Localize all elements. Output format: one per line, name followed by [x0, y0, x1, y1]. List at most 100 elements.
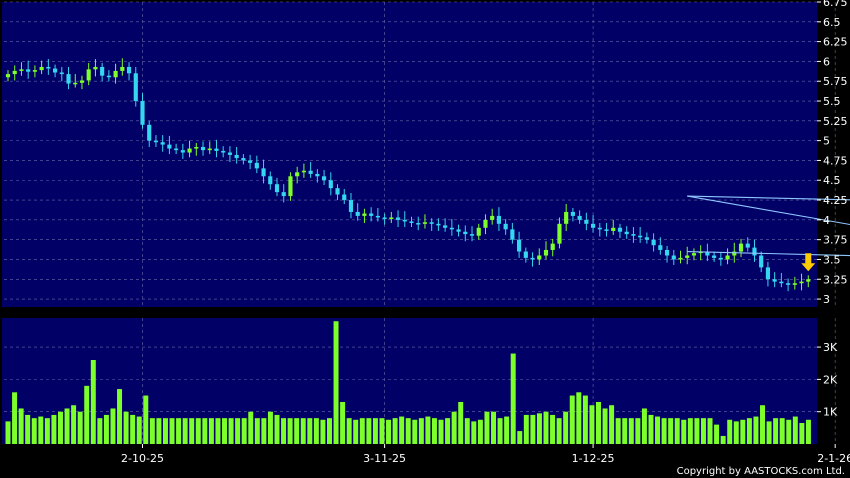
candle-body — [153, 140, 159, 143]
arrow-marker — [801, 253, 816, 272]
volume-bar — [425, 416, 431, 444]
volume-bar — [261, 418, 267, 444]
volume-bar — [799, 423, 805, 444]
candle-body — [799, 281, 804, 284]
candle-body — [664, 249, 670, 256]
candle-body — [133, 73, 138, 102]
volume-bar — [661, 418, 667, 444]
volume-bar — [254, 418, 260, 444]
candle-body — [597, 227, 602, 230]
candle-body — [32, 70, 37, 72]
candle-body — [348, 200, 354, 212]
volume-bar — [313, 418, 319, 444]
volume-bar — [300, 418, 306, 444]
candle-body — [765, 267, 771, 280]
candle-body — [671, 255, 676, 260]
candle-body — [321, 176, 327, 181]
candle-body — [248, 160, 253, 163]
volume-bar — [707, 418, 713, 444]
volume-bar — [556, 418, 562, 444]
volume-bar — [792, 416, 798, 444]
volume-bar — [602, 408, 608, 444]
candle-body — [369, 213, 374, 216]
candle-body — [167, 144, 172, 149]
price-tick-label: 3.75 — [823, 234, 848, 247]
volume-bar — [130, 414, 136, 444]
candle-body — [476, 227, 481, 236]
volume-bar — [589, 405, 595, 444]
candle-body — [147, 124, 152, 141]
price-tick-label: 6.75 — [823, 0, 848, 9]
volume-bar — [431, 418, 437, 444]
volume-bar — [12, 392, 18, 444]
candle-body — [308, 170, 313, 174]
candle-body — [12, 70, 17, 75]
volume-bar — [405, 418, 411, 444]
candle-body — [254, 162, 259, 169]
candle-body — [73, 82, 78, 85]
price-tick-label: 4.75 — [823, 154, 848, 167]
price-y-axis: 6.75 6.5 6.25 6 5.75 5.5 5.25 5 4.75 4.5 4.25 4 3.75… — [817, 0, 848, 306]
candle-body — [705, 251, 710, 256]
candle-body — [160, 142, 165, 145]
candle-body — [624, 231, 629, 235]
volume-bar — [530, 414, 536, 444]
volume-bar — [90, 360, 96, 444]
candle-body — [26, 69, 31, 72]
copyright-text: Copyright by AASTOCKS.com Ltd. — [677, 466, 845, 477]
candle-body — [806, 279, 811, 282]
price-tick-label: 3.5 — [823, 253, 841, 266]
volume-bar — [674, 418, 680, 444]
candle-body — [786, 283, 791, 285]
candle-body — [355, 211, 360, 216]
volume-bar — [320, 419, 326, 444]
volume-bar — [563, 411, 569, 444]
candle-body — [315, 173, 320, 177]
price-tick-label: 4.25 — [823, 194, 848, 207]
candle-body — [443, 225, 448, 228]
volume-bar — [786, 419, 792, 444]
candle-body — [120, 66, 125, 71]
candle-body — [422, 222, 428, 224]
volume-bar — [84, 385, 90, 444]
volume-bar — [733, 421, 739, 444]
candle-body — [745, 243, 750, 248]
price-tick-label: 3 — [823, 293, 830, 306]
candle-body — [221, 150, 226, 153]
candle-body — [463, 231, 468, 235]
candle-body — [194, 146, 199, 149]
volume-bar — [550, 414, 556, 444]
date-tick-label: 2-1-26 — [817, 452, 850, 465]
volume-bar — [228, 418, 234, 444]
volume-bar — [202, 418, 208, 444]
candle-body — [691, 253, 697, 256]
volume-bar — [64, 408, 70, 444]
candle-body — [113, 70, 118, 78]
volume-bar — [700, 418, 706, 444]
volume-bar — [366, 418, 372, 444]
volume-bar — [379, 418, 385, 444]
volume-bar — [517, 431, 523, 444]
candle-body — [93, 66, 98, 70]
candle-body — [678, 257, 683, 260]
candle-body — [725, 255, 730, 260]
candle-body — [617, 227, 623, 232]
date-axis: 2-10-253-11-251-12-252-1-262-2-262-3-26 — [121, 444, 850, 465]
candle-body — [469, 234, 475, 236]
volume-bar — [471, 421, 477, 444]
volume-bar — [746, 418, 752, 444]
volume-bar — [326, 418, 332, 444]
candle-body — [274, 184, 280, 193]
volume-bar — [668, 418, 674, 444]
candle-body — [395, 217, 401, 220]
candle-body — [436, 223, 441, 226]
date-tick-label: 2-10-25 — [121, 452, 164, 465]
volume-bar — [609, 405, 615, 444]
price-tick-label: 5.75 — [823, 75, 848, 88]
volume-bar — [779, 418, 785, 444]
candle-body — [402, 219, 407, 222]
volume-bar — [307, 418, 313, 444]
candle-body — [335, 188, 340, 195]
candle-body — [214, 148, 219, 151]
